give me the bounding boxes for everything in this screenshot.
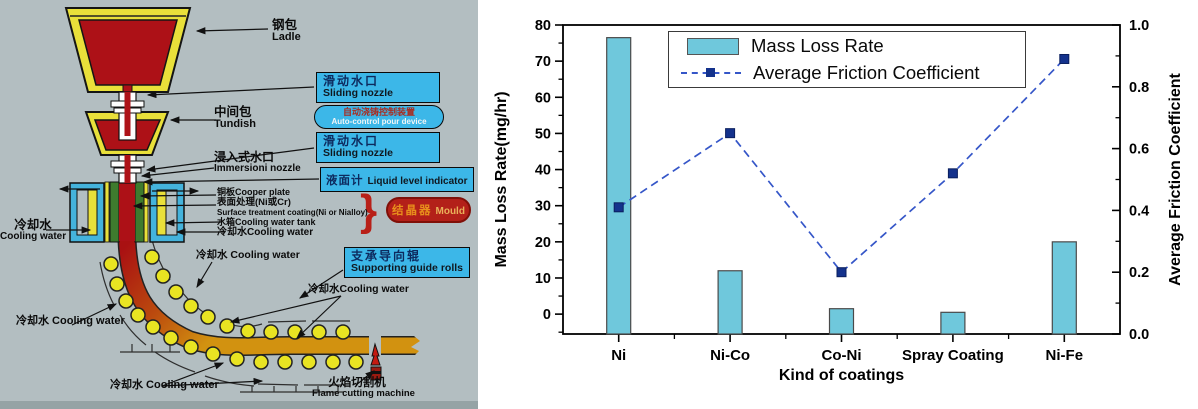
right-tick-label: 1.0 (1129, 18, 1149, 34)
cooling-water-mid-label: 冷却水 Cooling water (196, 249, 300, 261)
left-axis-title: Mass Loss Rate(mg/hr) (493, 91, 510, 267)
left-tick-label: 50 (535, 126, 551, 142)
right-tick-label: 0.2 (1129, 265, 1149, 281)
bar-Co-Ni (828, 308, 855, 335)
marker-Spray Coating (947, 168, 958, 179)
x-tick-label: Ni-Co (710, 347, 750, 364)
chart-legend: Mass Loss Rate Average Friction Coeffici… (668, 31, 1026, 88)
sliding-nozzle-2-box: 滑动水口 Sliding nozzle (316, 132, 440, 164)
guide-rolls-box: 支承导向辊 Supporting guide rolls (344, 247, 470, 279)
friction-line (618, 58, 1065, 274)
immersion-nozzle-shape (110, 154, 145, 184)
cooling-water-right-label: 冷却水Cooling water (308, 283, 409, 295)
right-axis-title: Average Friction Coefficient (1167, 72, 1184, 285)
casting-diagram-panel: } (0, 0, 478, 409)
right-tick-label: 0.0 (1129, 327, 1149, 343)
left-tick-label: 70 (535, 54, 551, 70)
ladle-label: 钢包 Ladle (272, 18, 301, 44)
x-tick-label: Spray Coating (902, 347, 1004, 364)
auto-control-ellipse: 自动浇铸控制装置 Auto-control pour device (314, 105, 444, 129)
left-tick-label: 10 (535, 271, 551, 287)
legend-line-label: Average Friction Coefficient (753, 62, 980, 83)
flame-cutter-icon (370, 342, 382, 381)
x-axis-title: Kind of coatings (779, 367, 904, 384)
right-tick-label: 0.6 (1129, 142, 1149, 158)
chart-svg: 0 10 20 30 40 50 60 70 80 0.0 0.2 0.4 0.6 0.8 1.0 Ni Ni-… (493, 18, 1184, 384)
chart-panel: 0 10 20 30 40 50 60 70 80 0.0 0.2 0.4 0.6 0.8 1.0 Ni Ni-… (480, 0, 1198, 409)
left-tick-label: 20 (535, 235, 551, 251)
marker-Ni (613, 202, 624, 213)
bar-Spray Coating (940, 311, 966, 335)
cooling-water-left-label: 冷却水 Cooling water (0, 218, 67, 243)
guide-rollers (103, 249, 364, 370)
marker-Ni-Co (725, 128, 736, 139)
legend-bar-swatch (687, 37, 739, 55)
cooling-water-bottom-label: 冷却水 Cooling water (110, 379, 219, 391)
leader-arrows (46, 27, 375, 387)
left-tick-label: 60 (535, 90, 551, 106)
mould-pill: 结晶器 Mould (386, 197, 471, 223)
sliding-nozzle-1-box: 滑动水口 Sliding nozzle (316, 72, 440, 104)
left-tick-label: 30 (535, 199, 551, 215)
tundish-label: 中间包 Tundish (214, 105, 256, 131)
ladle-shape (64, 7, 192, 95)
left-tick-label: 40 (535, 163, 551, 179)
x-tick-label: Co-Ni (822, 347, 862, 364)
right-tick-label: 0.8 (1129, 80, 1149, 96)
right-tick-label: 0.4 (1129, 203, 1149, 219)
legend-row-bar: Mass Loss Rate (669, 33, 1025, 60)
left-tick-label: 80 (535, 18, 551, 34)
x-tick-label: Ni (611, 347, 626, 364)
bar-Ni (606, 37, 632, 335)
mould-brace: } (360, 186, 377, 235)
bar-Ni-Co (717, 270, 743, 335)
flame-cutter-label: 火焰切割机 Flame cutting machine (312, 377, 415, 400)
mould-detail-labels: 铜板Cooper plate 表面处理(Ni或Cr) Surface treat… (217, 187, 368, 238)
bar-Ni-Fe (1051, 241, 1077, 335)
legend-row-line: Average Friction Coefficient (669, 60, 1025, 87)
x-tick-label: Ni-Fe (1046, 347, 1084, 364)
scan-edge (0, 401, 478, 409)
legend-bar-label: Mass Loss Rate (751, 35, 884, 56)
ladle-nozzle (110, 91, 145, 141)
marker-Ni-Fe (1059, 53, 1070, 64)
cooling-water-lower-left-label: 冷却水 Cooling water (16, 315, 125, 327)
marker-Co-Ni (836, 267, 847, 278)
legend-line-marker (706, 68, 715, 77)
legend-line-sample (681, 68, 741, 77)
immersion-nozzle-label: 浸入式水口 Immersioni nozzle (214, 150, 301, 174)
liquid-level-box: 液面计 Liquid level indicator (320, 167, 474, 193)
left-tick-label: 0 (543, 307, 551, 323)
